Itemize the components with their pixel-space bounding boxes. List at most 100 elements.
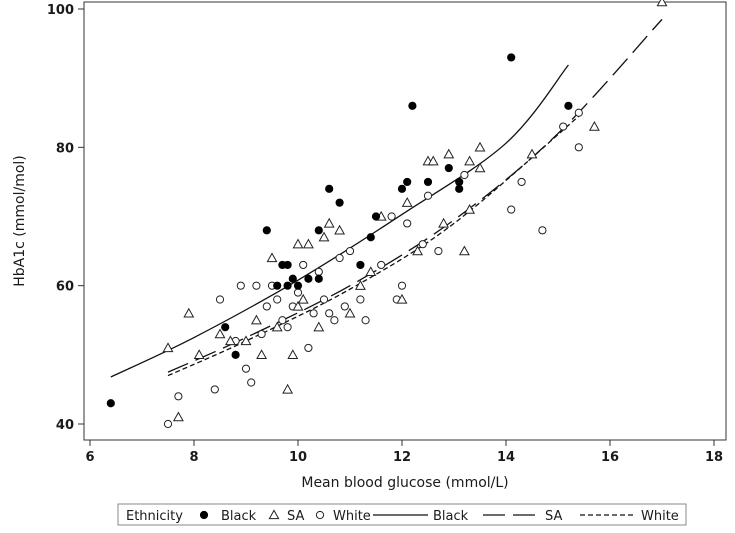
x-tick-label: 10 (289, 450, 307, 465)
point-sa (588, 120, 600, 131)
point-sa (287, 349, 299, 360)
fit-line-white (167, 115, 580, 377)
point-sa (240, 335, 252, 346)
point-sa (292, 300, 304, 311)
point-white (335, 253, 344, 263)
point-white (252, 281, 261, 290)
point-black (231, 350, 240, 359)
point-black (106, 399, 115, 408)
point-black (444, 163, 453, 173)
point-white (236, 281, 245, 290)
point-white (215, 295, 225, 304)
point-black (325, 184, 334, 193)
point-sa (474, 162, 486, 173)
point-white (574, 108, 583, 117)
point-white (387, 212, 396, 221)
point-sa (323, 217, 335, 228)
point-white (418, 240, 427, 249)
point-white (262, 302, 271, 311)
point-sa (458, 245, 470, 256)
point-sa (401, 197, 413, 207)
axes: 6 8 10 12 14 16 18 40 60 80 100 (47, 3, 723, 465)
x-tick-label: 6 (85, 450, 94, 465)
point-white (460, 170, 469, 180)
y-tick-label: 80 (56, 141, 74, 156)
point-white (314, 267, 323, 276)
y-axis-title: HbA1c (mmol/mol) (12, 155, 28, 287)
point-white (293, 288, 303, 297)
legend-label: White (641, 509, 679, 524)
legend-box (117, 503, 687, 526)
point-white (403, 219, 412, 228)
point-black (403, 177, 412, 187)
x-tick-label: 12 (393, 450, 411, 465)
point-black (283, 260, 292, 270)
fit-line-black (110, 64, 569, 378)
point-sa (438, 217, 450, 228)
point-white (330, 316, 339, 325)
point-sa (292, 238, 304, 249)
point-black (293, 281, 303, 290)
fit-line-sa (167, 18, 663, 373)
point-sa (365, 266, 377, 277)
point-sa (183, 307, 195, 318)
point-sa (193, 349, 205, 360)
legend: Ethnicity Black SA White Black SA White (117, 503, 687, 526)
fit-lines (110, 18, 663, 378)
point-white (423, 191, 433, 200)
point-sa (427, 155, 439, 166)
point-white (257, 329, 266, 339)
point-white (278, 316, 287, 325)
point-black (283, 281, 292, 290)
point-sa (214, 328, 226, 339)
point-sa (250, 314, 262, 325)
point-sa (656, 0, 668, 7)
point-black (304, 274, 313, 283)
point-sa (256, 349, 268, 360)
legend-label: Black (221, 509, 257, 524)
x-tick-label: 14 (497, 450, 515, 465)
point-sa (313, 321, 325, 332)
point-black (221, 323, 230, 332)
x-tick-label: 16 (601, 450, 619, 465)
point-sa (464, 155, 476, 166)
point-sa (464, 203, 476, 214)
legend-label: SA (287, 509, 304, 524)
point-white (559, 122, 568, 131)
point-black (408, 101, 417, 110)
point-black (366, 233, 375, 242)
point-white (356, 295, 365, 304)
point-white (309, 309, 318, 318)
point-black (314, 274, 323, 283)
point-white (507, 205, 516, 214)
point-sa (297, 293, 309, 304)
point-white (299, 260, 308, 270)
point-sa (162, 342, 174, 353)
point-black (262, 226, 271, 235)
point-black (335, 198, 344, 207)
point-white (538, 226, 547, 235)
point-black (356, 260, 365, 270)
x-tick-label: 18 (705, 450, 723, 465)
y-tick-label: 60 (56, 280, 74, 295)
point-white (163, 419, 173, 429)
data-points (106, 0, 668, 429)
point-sa (224, 335, 236, 346)
point-sa (354, 280, 366, 290)
point-black (273, 281, 282, 290)
point-sa (526, 148, 538, 159)
legend-label: White (333, 509, 371, 524)
point-sa (396, 293, 408, 304)
point-black (288, 274, 297, 283)
point-black (564, 101, 573, 110)
point-black (371, 212, 381, 221)
point-black (423, 177, 433, 187)
point-white (210, 385, 219, 394)
point-black (507, 53, 516, 62)
point-sa (412, 245, 424, 256)
point-white (361, 316, 370, 325)
point-white (273, 295, 282, 304)
point-sa (172, 411, 184, 422)
point-white (241, 364, 251, 373)
